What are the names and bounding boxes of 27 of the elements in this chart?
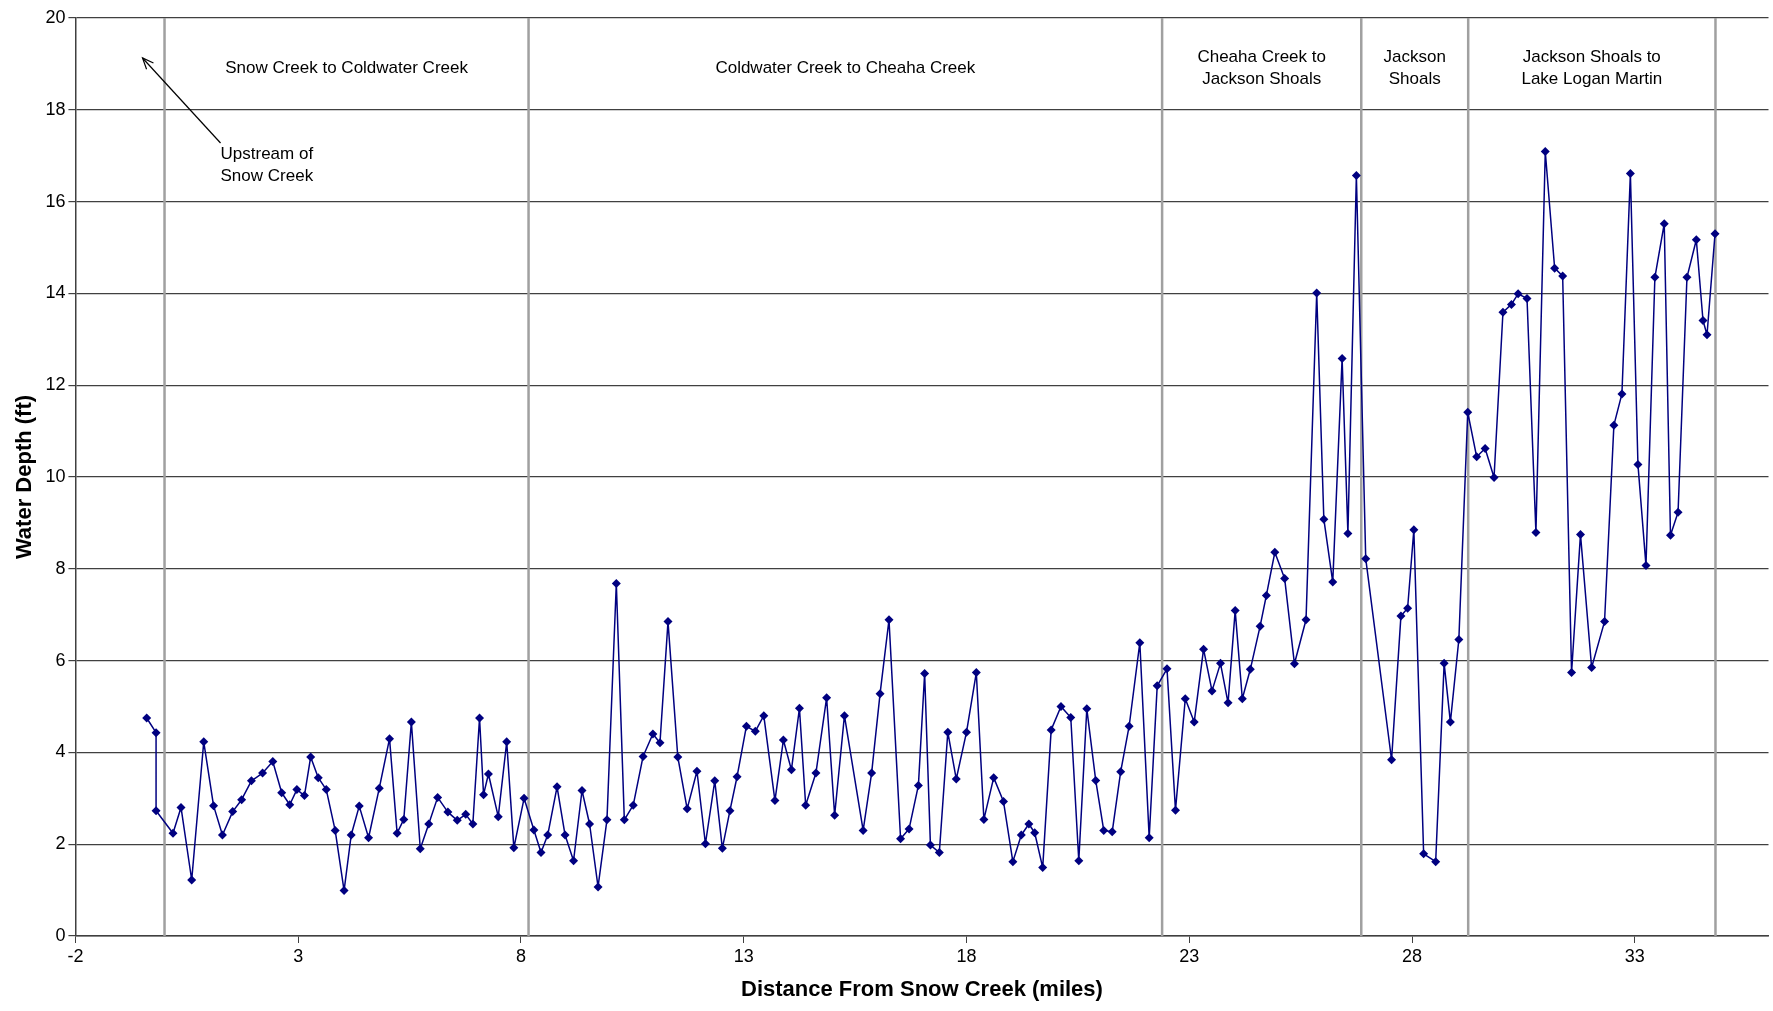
x-axis-title: Distance From Snow Creek (miles) [741,975,1103,1001]
y-tick-label: 14 [45,282,66,303]
y-tick-label: 16 [45,190,66,211]
x-tick-label: 18 [956,945,977,966]
x-tick-label: 8 [515,945,526,966]
annotation: Upstream of Snow Creek [220,143,314,185]
x-tick-label: 33 [1624,945,1645,966]
y-tick-label: 6 [55,649,66,670]
x-tick-label: -2 [67,945,84,966]
x-tick-label: 3 [293,945,304,966]
y-axis-title: Water Depth (ft) [11,394,37,560]
annotation: Jackson Shoals [1383,46,1446,88]
annotation: Jackson Shoals to Lake Logan Martin [1521,46,1663,88]
annotation: Cheaha Creek to Jackson Shoals [1197,46,1326,88]
y-tick-label: 10 [45,465,66,486]
y-tick-label: 12 [45,374,66,395]
y-tick-label: 4 [55,741,66,762]
y-tick-label: 2 [55,833,66,854]
x-tick-label: 23 [1179,945,1200,966]
y-tick-label: 20 [45,6,66,27]
y-tick-label: 18 [45,98,66,119]
x-tick-label: 28 [1402,945,1423,966]
x-tick-label: 13 [733,945,754,966]
annotation: Snow Creek to Coldwater Creek [225,57,469,77]
annotation: Coldwater Creek to Cheaha Creek [715,57,976,77]
y-tick-label: 8 [55,557,66,578]
y-tick-label: 0 [55,924,66,945]
